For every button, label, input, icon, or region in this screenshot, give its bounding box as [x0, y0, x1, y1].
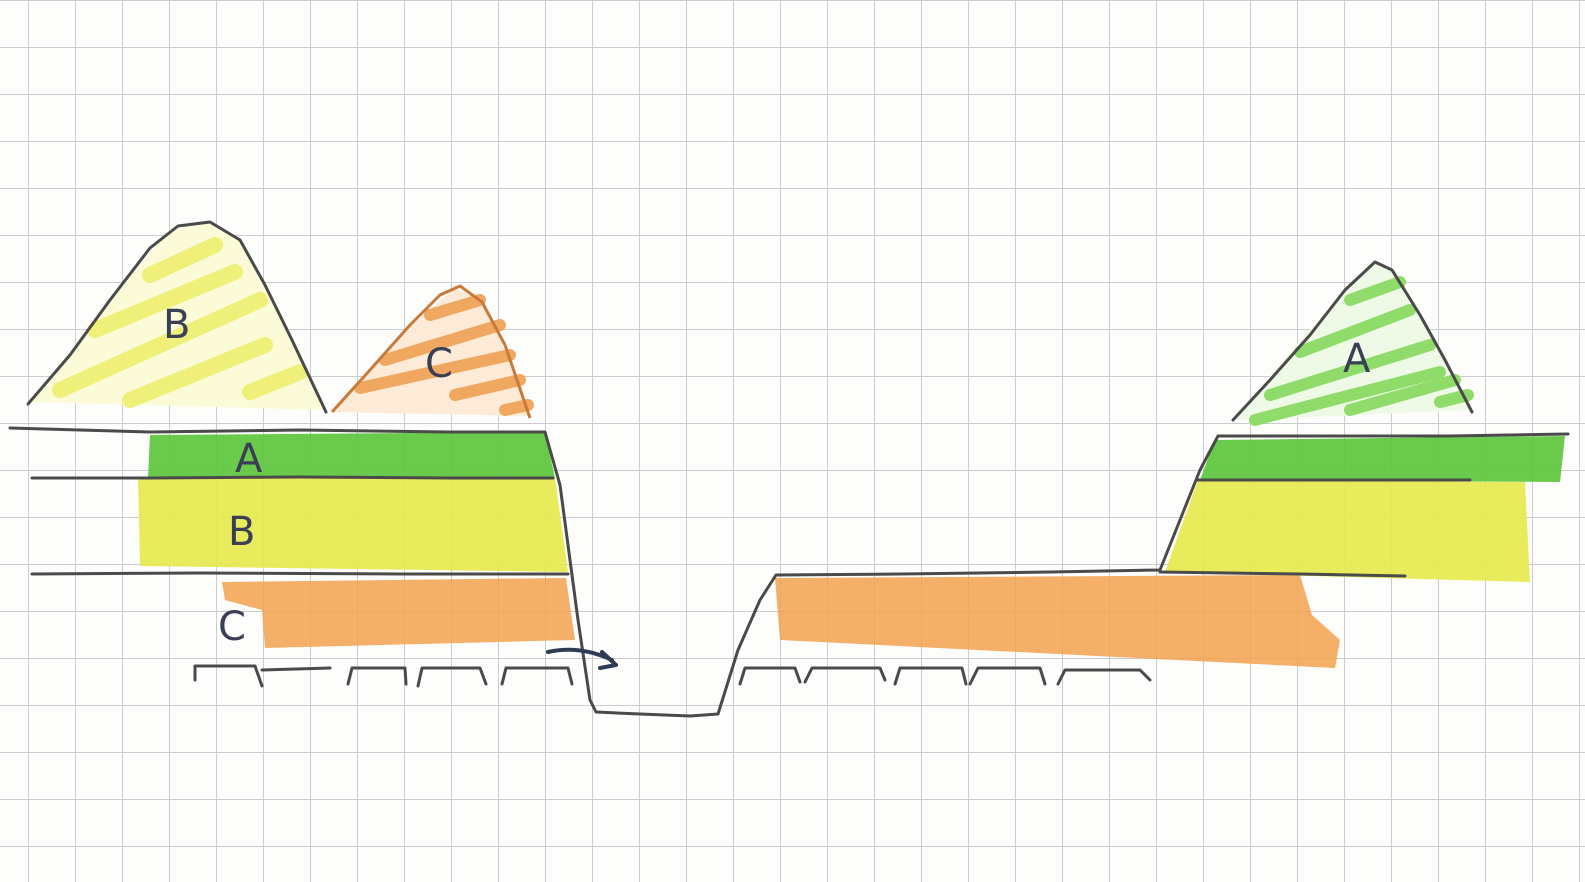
stockpile-c-hatching — [354, 294, 534, 416]
right-layer-a-fill — [1200, 436, 1565, 482]
layer-b-label: B — [228, 509, 255, 555]
stockpile-b — [26, 220, 328, 414]
stockpile-a — [1231, 260, 1474, 426]
ground-profile — [8, 426, 1570, 718]
left-layer-a-fill — [148, 432, 555, 478]
stockpile-b-hatching — [52, 237, 308, 408]
layer-c-label: C — [218, 604, 246, 650]
stockpile-a-hatching — [1249, 276, 1474, 426]
left-layer-b-fill — [138, 478, 568, 572]
left-layer-c-fill — [222, 578, 575, 648]
left-bank — [138, 432, 575, 648]
stockpile-c-label: C — [425, 341, 453, 387]
layer-a-label: A — [235, 436, 263, 482]
stockpile-b-label: B — [163, 302, 190, 348]
stockpile-a-label: A — [1343, 336, 1371, 382]
right-bank — [775, 436, 1565, 668]
right-layer-c-fill — [775, 575, 1340, 668]
curved-arrow-icon — [546, 647, 618, 670]
stockpile-c — [330, 284, 534, 419]
right-layer-b-fill — [1165, 480, 1530, 582]
